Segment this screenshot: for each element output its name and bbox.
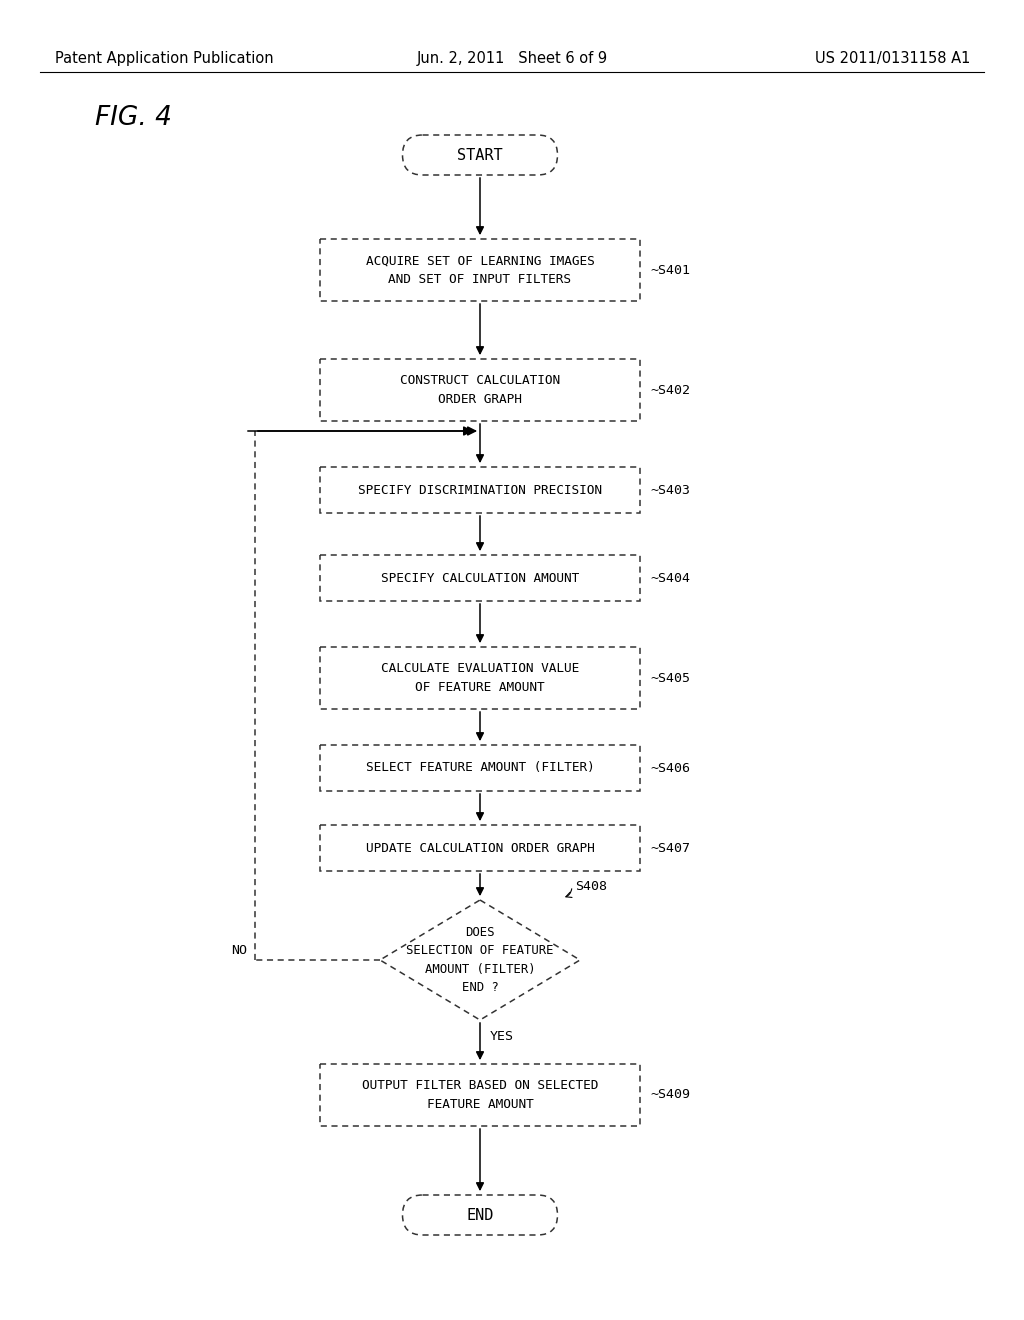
Text: SELECT FEATURE AMOUNT (FILTER): SELECT FEATURE AMOUNT (FILTER) [366,762,594,775]
Text: ~S401: ~S401 [650,264,690,276]
Text: END: END [466,1208,494,1222]
Text: ~S404: ~S404 [650,572,690,585]
Text: ~S403: ~S403 [650,483,690,496]
Text: ACQUIRE SET OF LEARNING IMAGES
AND SET OF INPUT FILTERS: ACQUIRE SET OF LEARNING IMAGES AND SET O… [366,255,594,285]
Text: US 2011/0131158 A1: US 2011/0131158 A1 [815,50,970,66]
Text: DOES
SELECTION OF FEATURE
AMOUNT (FILTER)
END ?: DOES SELECTION OF FEATURE AMOUNT (FILTER… [407,925,554,994]
Text: UPDATE CALCULATION ORDER GRAPH: UPDATE CALCULATION ORDER GRAPH [366,842,594,854]
Bar [319,554,640,601]
Text: SPECIFY DISCRIMINATION PRECISION: SPECIFY DISCRIMINATION PRECISION [358,483,602,496]
FancyBboxPatch shape [402,1195,557,1236]
Bar [319,239,640,301]
Bar [319,1064,640,1126]
Bar [319,647,640,709]
Text: ~S409: ~S409 [650,1089,690,1101]
Text: Patent Application Publication: Patent Application Publication [55,50,273,66]
Text: OUTPUT FILTER BASED ON SELECTED
FEATURE AMOUNT: OUTPUT FILTER BASED ON SELECTED FEATURE … [361,1080,598,1110]
Text: NO: NO [231,944,247,957]
Bar [319,359,640,421]
Bar [319,467,640,513]
Bar [319,825,640,871]
Text: ~S407: ~S407 [650,842,690,854]
Text: START: START [457,148,503,162]
FancyBboxPatch shape [402,135,557,176]
Text: ~S402: ~S402 [650,384,690,396]
Text: ~S406: ~S406 [650,762,690,775]
Text: Jun. 2, 2011   Sheet 6 of 9: Jun. 2, 2011 Sheet 6 of 9 [417,50,607,66]
Text: FIG. 4: FIG. 4 [95,106,172,131]
Text: S408: S408 [575,879,607,892]
Text: SPECIFY CALCULATION AMOUNT: SPECIFY CALCULATION AMOUNT [381,572,580,585]
Polygon shape [380,900,580,1020]
Text: ~S405: ~S405 [650,672,690,685]
Bar [319,744,640,791]
Text: YES: YES [490,1030,514,1043]
Text: CONSTRUCT CALCULATION
ORDER GRAPH: CONSTRUCT CALCULATION ORDER GRAPH [400,375,560,405]
Text: CALCULATE EVALUATION VALUE
OF FEATURE AMOUNT: CALCULATE EVALUATION VALUE OF FEATURE AM… [381,663,580,694]
